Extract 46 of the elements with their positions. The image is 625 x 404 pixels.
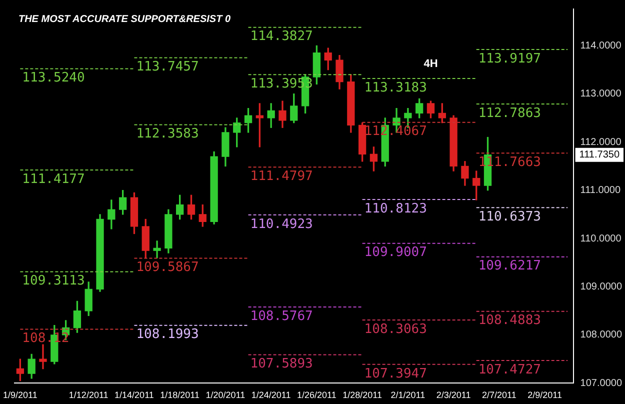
series-label: 113.7457: [136, 60, 199, 75]
series-label: 107.4727: [478, 362, 541, 378]
annotation: 4H: [424, 58, 438, 70]
text: 111.7350: [579, 150, 620, 161]
series-label: 108.3063: [364, 322, 427, 337]
y-tick-label: 109.0000: [580, 282, 622, 293]
series-label: 110.6373: [478, 210, 541, 225]
x-tick-label: 2/1/2011: [390, 390, 426, 400]
y-tick-label: 110.0000: [580, 233, 622, 244]
series-label: 113.9197: [478, 51, 541, 66]
series-label: 108.4883: [478, 313, 541, 328]
series-label: 109.9007: [364, 245, 427, 260]
series-label: 114.3827: [250, 29, 313, 44]
series-label: 109.6217: [478, 258, 541, 274]
series-label: 109.3113: [22, 274, 85, 289]
x-tick-label: 2/9/2011: [528, 390, 562, 400]
y-tick-label: 111.0000: [580, 185, 621, 196]
x-tick-label: 1/18/2011: [160, 390, 200, 400]
series-label: 109.5867: [136, 260, 199, 276]
y-tick-label: 113.0000: [580, 88, 622, 100]
text: THE MOST ACCURATE SUPPORT&RESIST 0: [18, 14, 231, 25]
x-tick-label: 1/20/2011: [206, 390, 246, 400]
series-label: 107.3947: [364, 366, 427, 382]
x-tick-label: 1/9/2011: [2, 390, 38, 400]
y-tick-label: 114.0000: [580, 40, 622, 52]
x-tick-label: 1/24/2011: [251, 390, 291, 400]
series-label: 108.5767: [250, 308, 313, 324]
x-tick-label: 2/7/2011: [482, 390, 516, 400]
y-tick-label: 108.0000: [580, 330, 622, 341]
x-tick-label: 1/14/2011: [114, 390, 154, 400]
series-label: 111.4177: [22, 172, 85, 187]
x-tick-label: 1/26/2011: [297, 390, 336, 400]
y-tick-label: 112.0000: [580, 136, 622, 148]
x-tick-label: 1/12/2011: [68, 390, 108, 400]
series-label: 110.8123: [364, 201, 427, 216]
series-label: 113.5240: [22, 70, 85, 86]
series-label: 107.5893: [250, 356, 313, 372]
y-tick-label: 107.0000: [580, 378, 622, 389]
series-label: 113.3183: [364, 80, 427, 96]
series-label: 111.4797: [250, 169, 313, 184]
series-label: 108.1993: [136, 327, 199, 342]
x-tick-label: 2/3/2011: [436, 390, 471, 400]
series-label: 112.7863: [478, 106, 541, 121]
series-label: 112.3583: [136, 126, 199, 142]
x-tick-label: 1/28/2011: [342, 390, 382, 400]
series-label: 110.4923: [250, 216, 313, 232]
